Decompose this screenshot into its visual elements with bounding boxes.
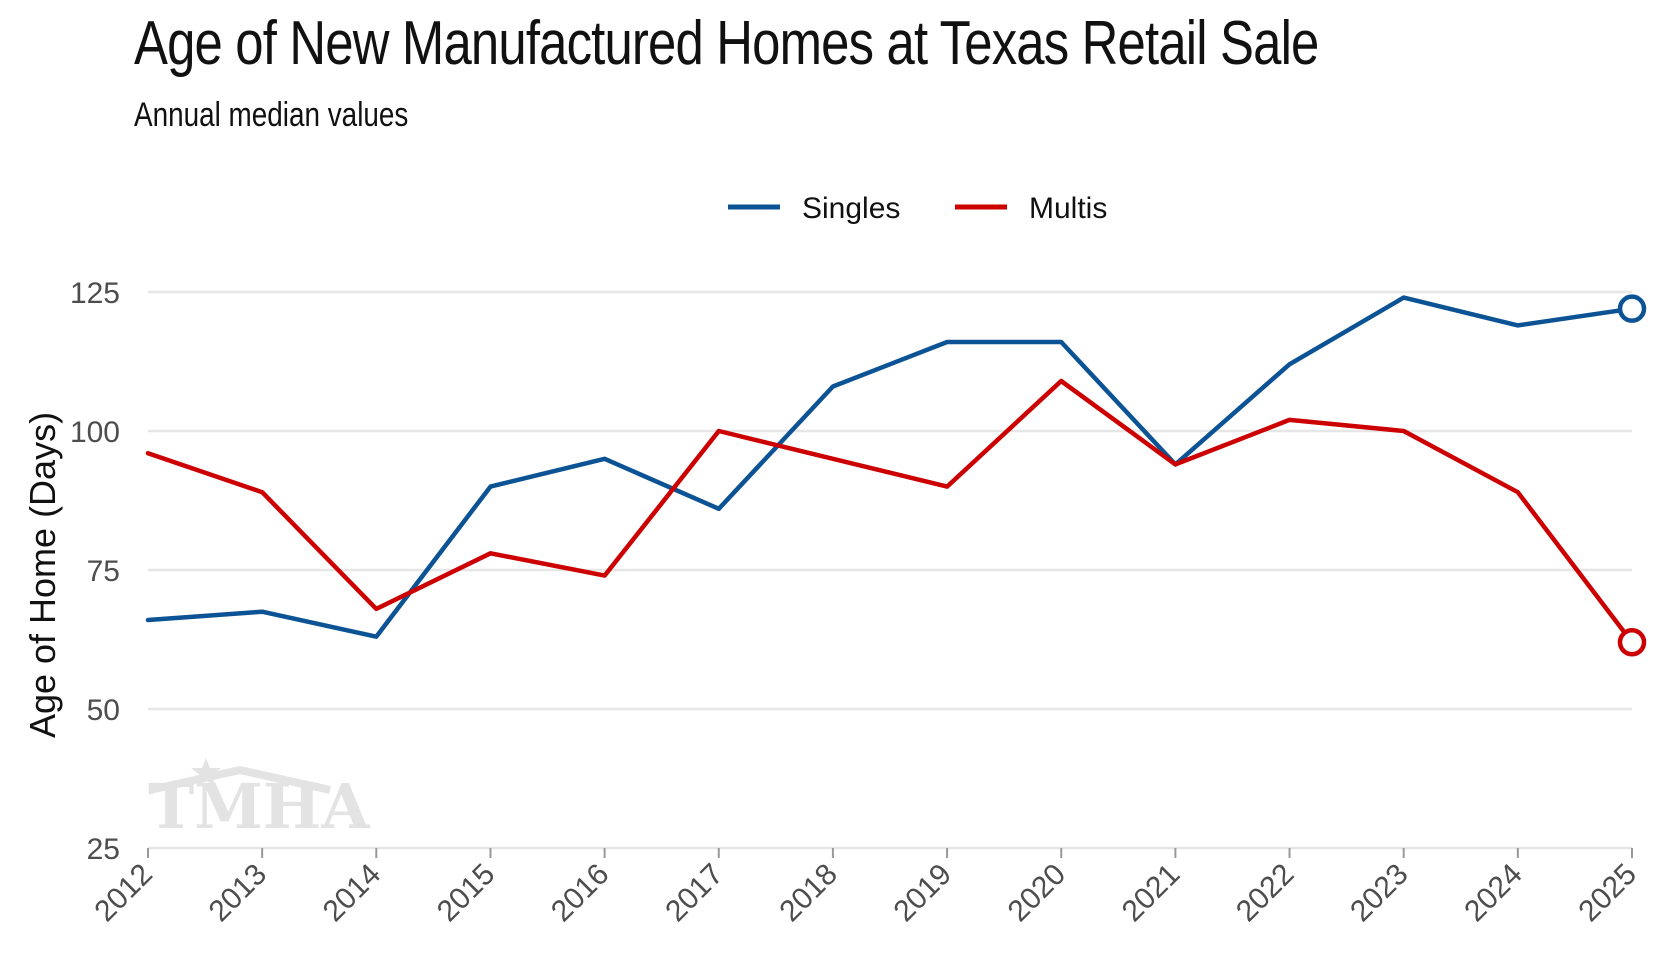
y-tick-label: 75: [87, 555, 120, 588]
y-tick-label: 50: [87, 694, 120, 727]
endpoint-marker-multis: [1617, 628, 1647, 657]
x-tick-label: 2025: [1572, 858, 1643, 929]
x-tick-label: 2017: [659, 858, 730, 929]
tmha-watermark-logo: TMHA: [148, 758, 370, 843]
legend-label-singles: Singles: [802, 192, 900, 225]
endpoint-marker-singles: [1617, 294, 1647, 323]
x-tick-label: 2023: [1344, 858, 1415, 929]
x-tick-label: 2015: [431, 858, 502, 929]
chart-title: Age of New Manufactured Homes at Texas R…: [134, 9, 1319, 78]
x-tick-label: 2021: [1116, 858, 1187, 929]
x-tick-label: 2013: [203, 858, 274, 929]
x-tick-label: 2020: [1002, 858, 1073, 929]
x-tick-label: 2012: [88, 858, 159, 929]
x-tick-label: 2014: [317, 858, 388, 929]
x-tick-label: 2019: [887, 858, 958, 929]
x-tick-label: 2016: [545, 858, 616, 929]
legend: Singles Multis: [728, 192, 1107, 225]
watermark-star-icon: [191, 758, 221, 786]
watermark-roof-icon: [149, 765, 331, 794]
x-tick-label: 2024: [1458, 858, 1529, 929]
x-tick-label: 2018: [773, 858, 844, 929]
series-lines: [145, 294, 1647, 657]
y-tick-label: 100: [70, 416, 120, 449]
y-tick-label: 25: [87, 833, 120, 866]
y-tick-label: 125: [70, 277, 120, 310]
y-axis-label: Age of Home (Days): [22, 412, 63, 738]
x-tick-label: 2022: [1230, 858, 1301, 929]
legend-label-multis: Multis: [1029, 192, 1107, 225]
grid-lines: [148, 290, 1632, 850]
series-line-singles: [145, 295, 1635, 639]
chart-subtitle: Annual median values: [134, 96, 409, 134]
series-line-multis: [145, 378, 1635, 645]
